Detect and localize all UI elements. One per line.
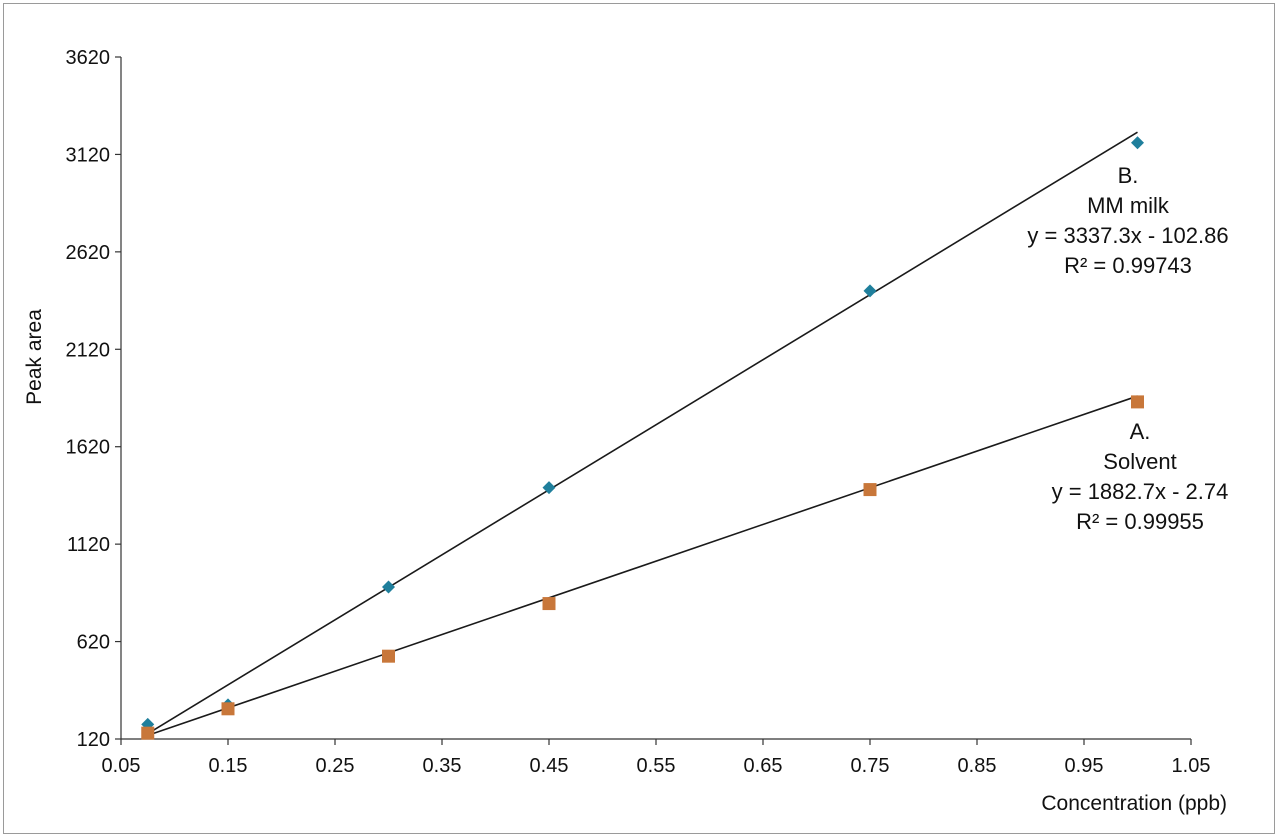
annotation-solvent-line: R² = 0.99955 [1076,509,1204,534]
data-point-solvent [382,649,395,663]
x-tick-label: 0.75 [851,755,890,777]
y-tick-label: 2620 [66,242,111,264]
y-tick-label: 120 [77,729,110,751]
y-tick-label: 2120 [66,339,111,361]
annotation-mm-milk-line: y = 3337.3x - 102.86 [1027,223,1228,248]
x-tick-label: 0.25 [316,755,355,777]
x-tick-label: 0.55 [637,755,676,777]
annotation-mm-milk-line: MM milk [1087,193,1170,218]
annotation-solvent-line: Solvent [1103,449,1176,474]
x-tick-label: 0.35 [423,755,462,777]
data-point-mm-milk [1131,136,1144,150]
data-points [141,136,1144,740]
x-tick-label: 0.15 [209,755,248,777]
data-point-solvent [141,726,155,740]
axes [120,57,1191,740]
data-point-mm-milk [382,580,395,594]
y-tick-label: 3620 [66,47,111,69]
y-tick-label: 1120 [67,534,110,556]
y-tick-label: 1620 [66,437,111,459]
annotations: B. MM milk y = 3337.3x - 102.86 R² = 0.9974… [1027,163,1228,534]
data-point-solvent [863,483,877,497]
y-ticks: 120 620 1120 1620 2120 2620 3120 3620 [66,47,121,751]
trendlines [147,131,1138,737]
y-tick-label: 620 [77,632,110,654]
x-tick-label: 0.95 [1065,755,1104,777]
annotation-mm-milk-line: B. [1118,163,1139,188]
data-point-solvent [1131,395,1144,409]
x-tick-label: 0.05 [102,755,141,777]
y-axis-title: Peak area [23,309,46,405]
x-tick-label: 0.45 [530,755,569,777]
data-point-mm-milk [863,284,877,298]
data-point-solvent [221,702,235,716]
trendline-mm-milk [147,131,1138,735]
annotation-solvent-line: y = 1882.7x - 2.74 [1052,479,1229,504]
y-tick-label: 3120 [66,144,111,166]
annotation-solvent-line: A. [1130,419,1151,444]
x-ticks: 0.05 0.15 0.25 0.35 0.45 0.55 0.65 0.75 0.85 0.95… [102,739,1211,777]
x-tick-label: 1.05 [1172,755,1211,777]
data-point-mm-milk [542,481,556,495]
chart-frame [3,3,1275,834]
data-point-solvent [542,597,556,611]
annotation-mm-milk-line: R² = 0.99743 [1064,253,1192,278]
x-axis-title: Concentration (ppb) [1041,792,1227,815]
x-tick-label: 0.85 [958,755,997,777]
trendline-solvent [147,395,1138,737]
x-tick-label: 0.65 [744,755,783,777]
